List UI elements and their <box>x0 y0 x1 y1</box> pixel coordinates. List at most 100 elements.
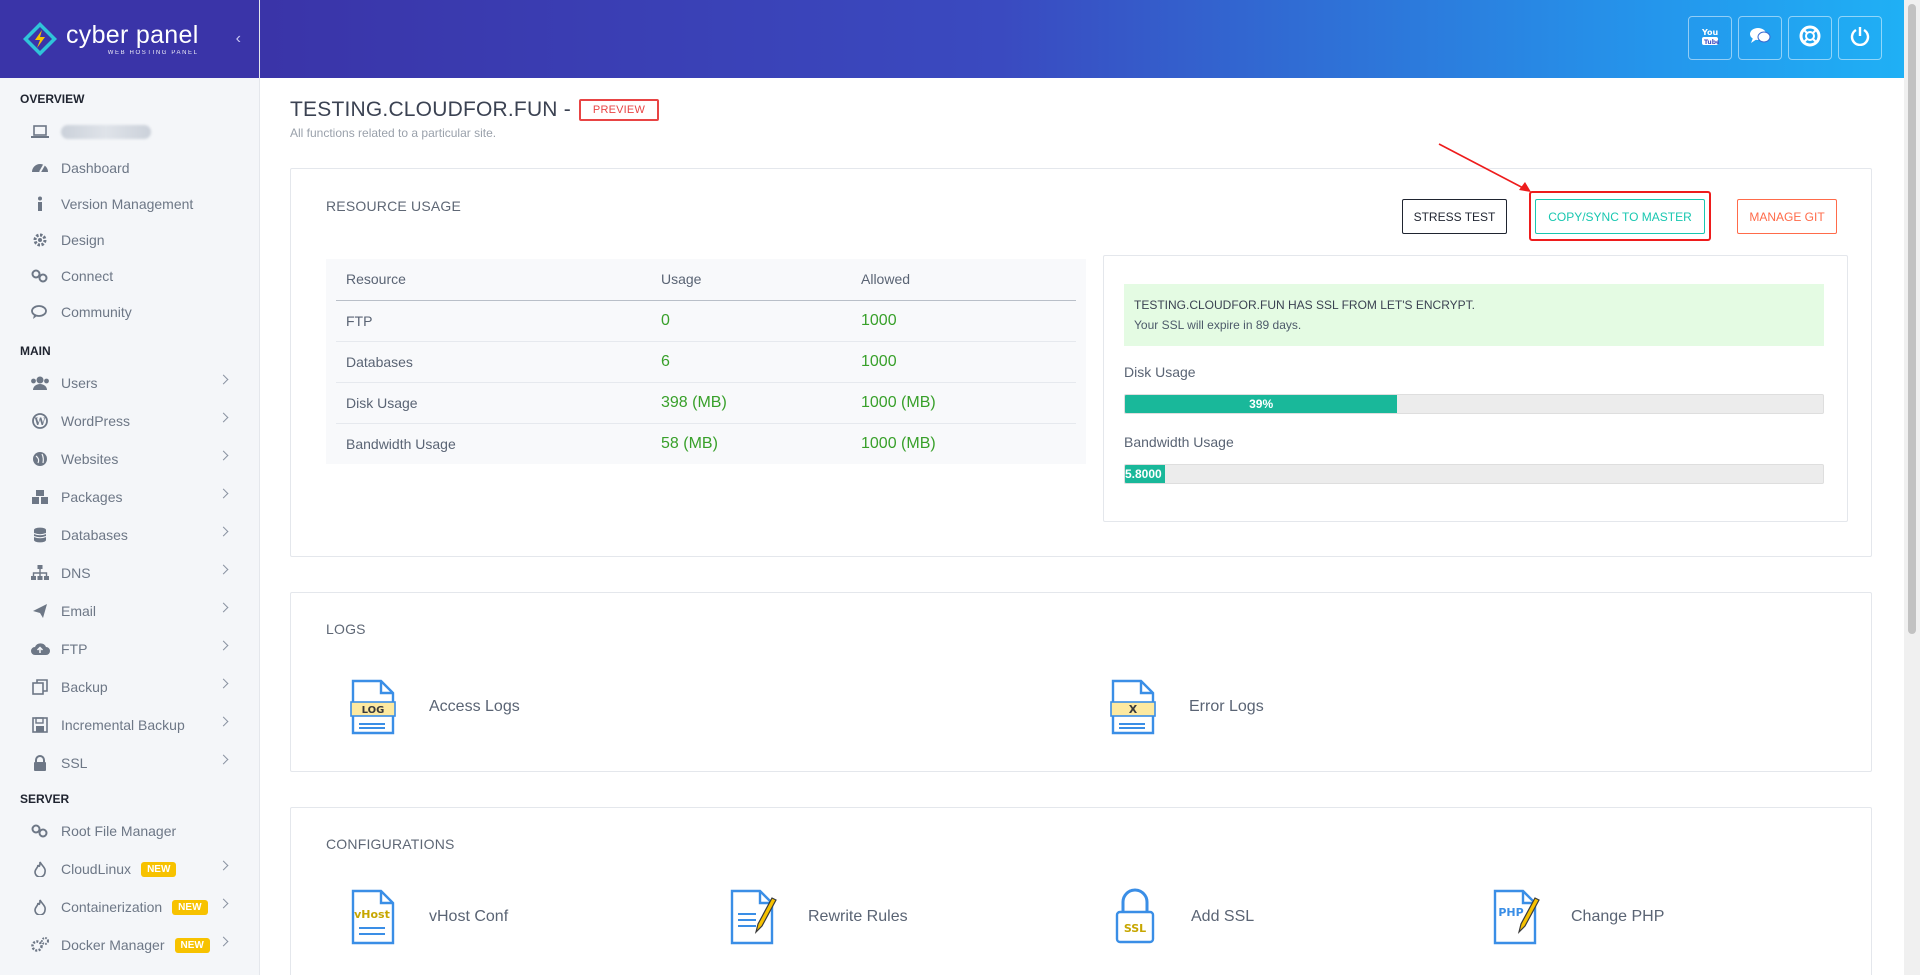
sidebar-item-dashboard[interactable]: Dashboard <box>0 150 259 186</box>
copy-sync-highlight-box <box>1529 191 1711 241</box>
sidebar-item-label: Dashboard <box>61 160 130 176</box>
sidebar-item-label: Backup <box>61 679 108 695</box>
table-row: Bandwidth Usage 58 (MB) 1000 (MB) <box>336 423 1076 464</box>
sidebar-item-websites[interactable]: Websites <box>0 440 259 478</box>
power-button[interactable] <box>1838 16 1882 60</box>
stress-test-button[interactable]: STRESS TEST <box>1402 199 1507 234</box>
sidebar-item-databases[interactable]: Databases <box>0 516 259 554</box>
configurations-panel: CONFIGURATIONS vHost vHost Conf Rew <box>290 807 1872 975</box>
lock-icon <box>30 753 50 773</box>
col-header-allowed: Allowed <box>851 259 1076 301</box>
add-ssl-tile[interactable]: SSL Add SSL <box>1111 888 1254 946</box>
rewrite-rules-tile[interactable]: Rewrite Rules <box>728 888 908 946</box>
sidebar-item-label: Community <box>61 304 132 320</box>
chevron-right-icon <box>218 450 229 461</box>
sidebar-item-root-file-manager[interactable]: Root File Manager <box>0 812 259 850</box>
cogs-icon <box>30 935 50 955</box>
svg-text:Tube: Tube <box>1704 39 1719 46</box>
access-logs-tile[interactable]: LOG Access Logs <box>349 678 520 736</box>
sidebar-item-label: Docker Manager <box>61 937 165 953</box>
resource-name-cell: Databases <box>336 341 651 383</box>
sidebar-item-label: WordPress <box>61 413 130 429</box>
sidebar-item-label: Databases <box>61 527 128 543</box>
resource-name-cell: Bandwidth Usage <box>346 435 456 452</box>
sidebar-item-ftp[interactable]: FTP <box>0 630 259 668</box>
chevron-right-icon <box>218 374 229 385</box>
sidebar-item-label: Connect <box>61 268 114 284</box>
sidebar-item-users[interactable]: Users <box>0 364 259 402</box>
page-scrollbar[interactable] <box>1904 0 1920 975</box>
sidebar-item-wordpress[interactable]: W WordPress <box>0 402 259 440</box>
support-button[interactable] <box>1788 16 1832 60</box>
section-overview: OVERVIEW <box>20 92 85 106</box>
site-title: TESTING.CLOUDFOR.FUN - <box>290 98 571 121</box>
error-logs-tile[interactable]: X Error Logs <box>1109 678 1264 736</box>
chat-button[interactable] <box>1738 16 1782 60</box>
cloud-upload-icon <box>30 639 50 659</box>
laptop-icon <box>30 122 50 142</box>
ssl-expiry: Your SSL will expire in 89 days. <box>1134 318 1302 332</box>
ssl-icon-text: SSL <box>1124 922 1146 935</box>
sidebar-item-email[interactable]: Email <box>0 592 259 630</box>
sidebar-collapse-icon[interactable]: ‹ <box>235 30 241 47</box>
server-list: Root File Manager CloudLinux NEW Containeri… <box>0 812 259 964</box>
sidebar-item-server-ip[interactable] <box>0 114 259 150</box>
logs-title: LOGS <box>326 621 366 637</box>
log-file-icon: LOG <box>349 678 401 736</box>
sidebar-item-community[interactable]: Community <box>0 294 259 330</box>
change-php-tile[interactable]: PHP Change PHP <box>1491 888 1664 946</box>
sidebar-item-dns[interactable]: DNS <box>0 554 259 592</box>
fire-icon <box>30 897 50 917</box>
rewrite-file-icon <box>728 888 780 946</box>
page-subtitle: All functions related to a particular si… <box>290 126 497 140</box>
paper-plane-icon <box>30 601 50 621</box>
sidebar-item-connect[interactable]: Connect <box>0 258 259 294</box>
chevron-right-icon <box>218 488 229 499</box>
rewrite-rules-label: Rewrite Rules <box>808 908 908 925</box>
overview-list: Dashboard Version Management Design Connect… <box>0 150 259 330</box>
cyberpanel-logo-icon[interactable] <box>22 21 58 57</box>
sidebar-item-containerization[interactable]: Containerization NEW <box>0 888 259 926</box>
table-row: Databases 6 1000 <box>336 341 1076 383</box>
sidebar-item-label: Packages <box>61 489 123 505</box>
sidebar-item-packages[interactable]: Packages <box>0 478 259 516</box>
youtube-button[interactable]: You Tube <box>1688 16 1732 60</box>
add-ssl-label: Add SSL <box>1191 908 1255 925</box>
resource-name-cell: Disk Usage <box>336 382 651 424</box>
brand-name: cyber panel <box>66 20 199 49</box>
resource-table-header-row: Resource Usage Allowed <box>336 259 1076 301</box>
copy-sync-to-master-button[interactable]: COPY/SYNC TO MASTER <box>1535 199 1705 234</box>
col-header-usage: Usage <box>651 259 851 301</box>
brand-tagline: WEB HOSTING PANEL <box>107 49 199 56</box>
vhost-file-icon: vHost <box>349 888 401 946</box>
sidebar-item-version-management[interactable]: Version Management <box>0 186 259 222</box>
ssl-headline: TESTING.CLOUDFOR.FUN HAS SSL FROM LET'S … <box>1134 298 1476 312</box>
section-main: MAIN <box>20 344 51 358</box>
sidebar-item-backup[interactable]: Backup <box>0 668 259 706</box>
sidebar-item-docker-manager[interactable]: Docker Manager NEW <box>0 926 259 964</box>
sidebar-item-design[interactable]: Design <box>0 222 259 258</box>
vhost-conf-label: vHost Conf <box>429 908 509 925</box>
main-list: Users W WordPress Websites Packages Databases… <box>0 364 259 782</box>
vhost-conf-tile[interactable]: vHost vHost Conf <box>349 888 508 946</box>
error-icon-text: X <box>1129 703 1138 716</box>
allowed-cell: 1000 (MB) <box>861 434 936 452</box>
comments-icon <box>30 302 50 322</box>
sidebar-item-label: DNS <box>61 565 91 581</box>
sidebar-item-label: Containerization <box>61 899 163 915</box>
resource-name-cell: FTP <box>336 300 651 342</box>
php-icon-text: PHP <box>1498 906 1523 919</box>
link-icon <box>30 266 50 286</box>
preview-button[interactable]: PREVIEW <box>578 99 660 121</box>
section-server: SERVER <box>20 792 70 806</box>
sidebar-item-ssl[interactable]: SSL <box>0 744 259 782</box>
sidebar-item-incremental-backup[interactable]: Incremental Backup <box>0 706 259 744</box>
manage-git-button[interactable]: MANAGE GIT <box>1737 199 1837 234</box>
power-icon <box>1850 26 1870 51</box>
chevron-right-icon <box>218 716 229 727</box>
sidebar-item-label: SSL <box>61 755 88 771</box>
sidebar-item-cloudlinux[interactable]: CloudLinux NEW <box>0 850 259 888</box>
chevron-right-icon <box>218 602 229 613</box>
scrollbar-thumb[interactable] <box>1908 4 1916 634</box>
change-php-label: Change PHP <box>1571 908 1665 925</box>
